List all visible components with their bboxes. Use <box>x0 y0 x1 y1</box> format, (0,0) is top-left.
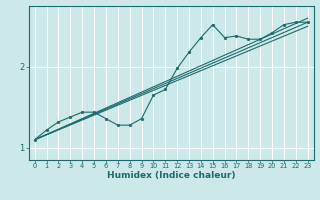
X-axis label: Humidex (Indice chaleur): Humidex (Indice chaleur) <box>107 171 236 180</box>
